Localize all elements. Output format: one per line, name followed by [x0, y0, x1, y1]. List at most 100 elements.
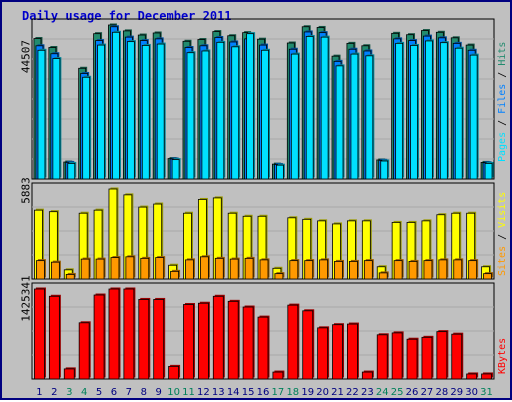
x-tick-label-day-1: 1	[36, 387, 42, 398]
pages-bar-day-9	[156, 43, 165, 180]
pages-bar-day-13	[216, 41, 225, 180]
pages-bar-day-19	[305, 36, 314, 180]
kbytes-bar-day-13	[212, 295, 224, 380]
sites-bar-day-4	[80, 258, 90, 280]
sites-bar-day-22	[349, 261, 358, 280]
sites-bar-day-7	[125, 256, 135, 280]
kbytes-bar-day-16	[257, 316, 269, 380]
pages-bar-day-27	[425, 40, 433, 180]
sites-bar-day-14	[229, 258, 239, 280]
x-tick-label-day-14: 14	[227, 387, 240, 398]
sites-bar-day-28	[438, 259, 448, 280]
pages-bar-day-6	[112, 31, 120, 180]
legend-item-pages: Pages	[497, 132, 508, 162]
sites-bar-day-24	[378, 272, 388, 280]
sites-bar-day-27	[423, 260, 433, 280]
kbytes-bar-day-21	[332, 324, 343, 380]
kbytes-bar-day-28	[436, 331, 448, 380]
x-tick-label-day-25: 25	[391, 387, 404, 398]
sites-bar-day-1	[36, 260, 45, 280]
sites-bar-day-18	[289, 260, 299, 280]
legend-item-files: Files	[497, 84, 508, 114]
sites-bar-day-10	[170, 270, 179, 280]
x-tick-label-day-7: 7	[126, 387, 132, 398]
sites-bar-day-30	[468, 260, 478, 280]
kbytes-bar-day-12	[197, 302, 209, 380]
x-tick-label-day-3: 3	[66, 387, 72, 398]
sites-bar-day-21	[334, 261, 343, 280]
pages-bar-day-15	[246, 33, 254, 180]
kbytes-bar-day-26	[406, 338, 418, 380]
pages-bar-day-25	[395, 42, 404, 180]
sites-bar-day-5	[95, 258, 105, 280]
kbytes-bar-day-10	[168, 365, 179, 380]
sites-bar-day-23	[363, 260, 373, 280]
x-tick-label-day-20: 20	[316, 387, 329, 398]
x-tick-label-day-18: 18	[286, 387, 299, 398]
kbytes-bar-day-5	[93, 294, 105, 380]
legend-separator: /	[497, 228, 508, 246]
x-tick-label-day-27: 27	[421, 387, 434, 398]
pages-bar-day-28	[439, 42, 448, 180]
legend-text-panel-1: Pages / Files / Hits	[497, 42, 508, 162]
kbytes-bar-day-7	[123, 288, 135, 380]
pages-bar-day-30	[469, 54, 478, 180]
kbytes-bar-day-17	[272, 371, 284, 380]
legend-panel-1: Pages / Files / Hits	[497, 42, 508, 162]
sites-bar-day-2	[50, 261, 60, 280]
kbytes-bar-day-6	[108, 288, 120, 380]
legend-item-hits: Hits	[497, 42, 508, 66]
kbytes-bar-day-18	[287, 304, 299, 380]
legend-separator: /	[497, 114, 508, 132]
x-tick-label-day-15: 15	[242, 387, 255, 398]
kbytes-bar-day-1	[34, 288, 45, 380]
x-tick-label-day-31: 31	[480, 387, 493, 398]
sites-bar-day-31	[483, 273, 492, 280]
x-tick-label-day-19: 19	[301, 387, 314, 398]
x-tick-label-day-17: 17	[272, 387, 285, 398]
pages-bar-day-2	[52, 58, 61, 180]
sites-bar-day-11	[185, 259, 194, 280]
kbytes-bar-day-4	[78, 322, 90, 380]
pages-bar-day-24	[380, 160, 389, 180]
kbytes-bar-day-22	[347, 323, 358, 380]
x-tick-label-day-13: 13	[212, 387, 225, 398]
kbytes-bar-day-23	[361, 371, 373, 380]
pages-bar-day-7	[126, 41, 135, 180]
legend-item-sites: Sites	[497, 246, 508, 276]
sites-bar-day-13	[214, 257, 224, 280]
legend-separator: /	[497, 66, 508, 84]
pages-bar-day-14	[231, 46, 240, 180]
pages-bar-day-29	[454, 47, 463, 180]
legend-item-visits: Visits	[497, 192, 508, 228]
sites-bar-day-25	[393, 260, 403, 280]
kbytes-bar-day-15	[242, 306, 254, 380]
kbytes-bar-day-27	[421, 336, 433, 380]
x-tick-label-day-10: 10	[167, 387, 180, 398]
kbytes-bar-day-20	[317, 327, 329, 380]
sites-bar-day-8	[140, 257, 150, 280]
kbytes-bar-day-11	[183, 304, 194, 380]
sites-bar-day-29	[453, 259, 463, 280]
sites-bar-day-20	[319, 259, 329, 280]
pages-bar-day-23	[365, 55, 374, 180]
pages-bar-day-17	[276, 164, 284, 180]
x-tick-label-day-21: 21	[331, 387, 344, 398]
pages-bar-day-5	[97, 44, 105, 180]
kbytes-bar-day-31	[481, 373, 492, 380]
kbytes-bar-day-8	[138, 299, 150, 380]
pages-bar-day-11	[186, 52, 195, 180]
pages-bar-day-8	[141, 45, 150, 180]
sites-bar-day-3	[65, 274, 75, 280]
pages-bar-day-22	[350, 53, 359, 180]
kbytes-bar-day-24	[376, 334, 388, 380]
x-tick-label-day-22: 22	[346, 387, 359, 398]
legend-item-kbytes: KBytes	[497, 338, 508, 374]
sites-bar-day-15	[244, 257, 254, 280]
x-tick-label-day-5: 5	[96, 387, 102, 398]
x-tick-label-day-8: 8	[141, 387, 147, 398]
sites-bar-day-26	[408, 261, 418, 280]
kbytes-bar-day-30	[466, 373, 478, 380]
